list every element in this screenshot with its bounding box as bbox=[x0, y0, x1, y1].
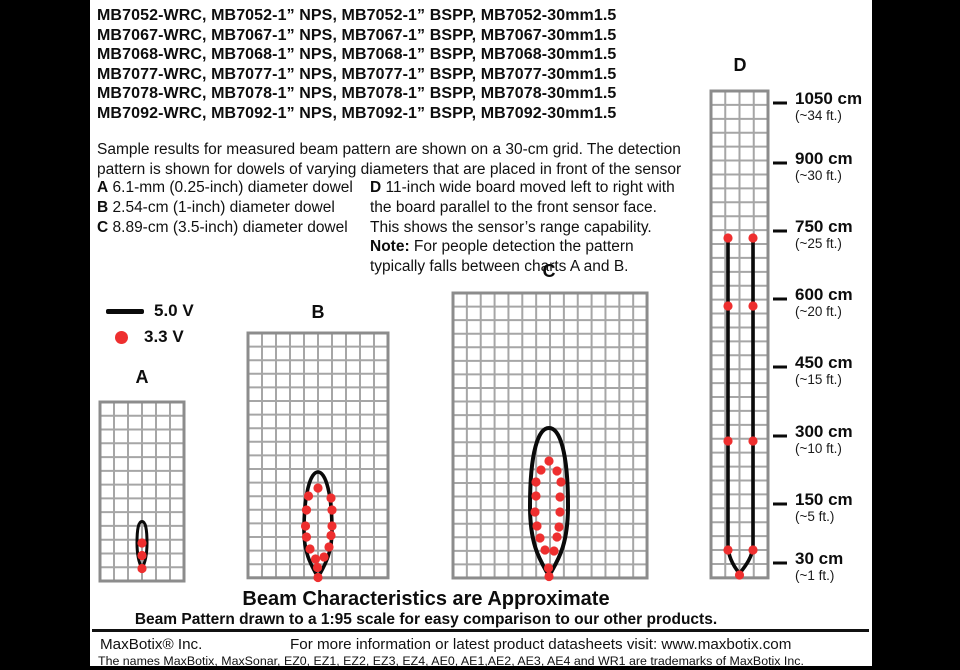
legend-3v3-label: 3.3 V bbox=[144, 327, 184, 346]
product-line: MB7068-WRC, MB7068-1” NPS, MB7068-1” BSP… bbox=[97, 46, 617, 64]
product-line: MB7078-WRC, MB7078-1” NPS, MB7078-1” BSP… bbox=[97, 85, 617, 103]
legend-3v3: 3.3 V bbox=[106, 327, 246, 347]
tick-ft-label: (~5 ft.) bbox=[795, 509, 835, 524]
scale-tick-marks bbox=[773, 101, 787, 565]
chart-label-c: C bbox=[542, 261, 556, 281]
scale-tick-30: 30 cm (~1 ft.) bbox=[795, 550, 885, 584]
scale-tick-300: 300 cm (~10 ft.) bbox=[795, 423, 885, 457]
dowel-list: A 6.1-mm (0.25-inch) diameter dowel B 2.… bbox=[97, 178, 353, 237]
beam-outlines-5v bbox=[135, 234, 755, 580]
product-line: MB7067-WRC, MB7067-1” NPS, MB7067-1” BSP… bbox=[97, 26, 617, 44]
product-line: MB7092-WRC, MB7092-1” NPS, MB7092-1” BSP… bbox=[97, 104, 617, 122]
description-intro: Sample results for measured beam pattern… bbox=[97, 140, 681, 179]
5v-line-swatch bbox=[106, 308, 144, 314]
item-text: 6.1-mm (0.25-inch) diameter dowel bbox=[112, 179, 353, 196]
trademark-text: The names MaxBotix, MaxSonar, EZ0, EZ1, … bbox=[98, 654, 804, 668]
company-name: MaxBotix® Inc. bbox=[100, 636, 203, 653]
more-info-text: For more information or latest product d… bbox=[290, 636, 792, 653]
list-item-d: D 11-inch wide board moved left to right… bbox=[370, 178, 675, 198]
scale-tick-750: 750 cm (~25 ft.) bbox=[795, 218, 885, 252]
item-text: 11-inch wide board moved left to right w… bbox=[385, 179, 675, 196]
board-description: D 11-inch wide board moved left to right… bbox=[370, 178, 675, 277]
product-line: MB7077-WRC, MB7077-1” NPS, MB7077-1” BSP… bbox=[97, 65, 617, 83]
intro-line: Sample results for measured beam pattern… bbox=[97, 141, 681, 158]
chart-label-a: A bbox=[135, 367, 149, 387]
tick-cm-label: 900 cm bbox=[795, 149, 853, 168]
item-d-line: This shows the sensor’s range capability… bbox=[370, 218, 652, 236]
legend-5v: 5.0 V bbox=[106, 301, 246, 321]
tick-ft-label: (~25 ft.) bbox=[795, 236, 842, 251]
item-key: D bbox=[370, 179, 382, 196]
item-text: 8.89-cm (3.5-inch) diameter dowel bbox=[112, 218, 348, 236]
tick-ft-label: (~1 ft.) bbox=[795, 568, 835, 583]
tick-cm-label: 450 cm bbox=[795, 353, 853, 372]
note-key: Note: bbox=[370, 238, 410, 256]
list-item-a: A 6.1-mm (0.25-inch) diameter dowel bbox=[97, 178, 353, 198]
note-line: typically falls between charts A and B. bbox=[370, 258, 629, 276]
scale-tick-600: 600 cm (~20 ft.) bbox=[795, 286, 885, 320]
product-line: MB7052-WRC, MB7052-1” NPS, MB7052-1” BSP… bbox=[97, 7, 617, 24]
tick-cm-label: 30 cm bbox=[795, 549, 844, 568]
tick-ft-label: (~10 ft.) bbox=[795, 441, 842, 456]
scale-tick-900: 900 cm (~30 ft.) bbox=[795, 150, 885, 184]
note-line: Note: For people detection the pattern bbox=[370, 237, 675, 257]
list-item-b: B 2.54-cm (1-inch) diameter dowel bbox=[97, 198, 353, 218]
footer-title: Beam Characteristics are Approximate bbox=[242, 588, 610, 610]
tick-ft-label: (~34 ft.) bbox=[795, 108, 842, 123]
intro-line: pattern is shown for dowels of varying d… bbox=[97, 160, 682, 178]
footer-subtitle: Beam Pattern drawn to a 1:95 scale for e… bbox=[134, 611, 718, 628]
tick-cm-label: 1050 cm bbox=[795, 89, 863, 108]
tick-ft-label: (~15 ft.) bbox=[795, 372, 842, 387]
chart-label-b: B bbox=[311, 302, 325, 322]
chart-label-d: D bbox=[733, 55, 747, 75]
item-d-line: the board parallel to the front sensor f… bbox=[370, 198, 657, 216]
item-key: A bbox=[97, 179, 109, 196]
tick-ft-label: (~30 ft.) bbox=[795, 168, 842, 183]
scale-tick-1050: 1050 cm (~34 ft.) bbox=[795, 90, 885, 124]
item-text: 2.54-cm (1-inch) diameter dowel bbox=[112, 198, 335, 216]
scale-tick-450: 450 cm (~15 ft.) bbox=[795, 354, 885, 388]
tick-cm-label: 300 cm bbox=[795, 422, 853, 441]
tick-cm-label: 600 cm bbox=[795, 285, 853, 304]
item-key: B bbox=[97, 198, 109, 216]
3v3-dot-swatch bbox=[115, 330, 128, 344]
tick-ft-label: (~20 ft.) bbox=[795, 304, 842, 319]
scale-tick-150: 150 cm (~5 ft.) bbox=[795, 491, 885, 525]
legend-5v-label: 5.0 V bbox=[154, 301, 194, 320]
note-text: For people detection the pattern bbox=[413, 238, 634, 256]
list-item-c: C 8.89-cm (3.5-inch) diameter dowel bbox=[97, 218, 353, 238]
product-header: MB7052-WRC, MB7052-1” NPS, MB7052-1” BSP… bbox=[97, 6, 616, 124]
tick-cm-label: 150 cm bbox=[795, 490, 853, 509]
item-key: C bbox=[97, 218, 109, 236]
beam-dots-3v3 bbox=[137, 233, 758, 583]
tick-cm-label: 750 cm bbox=[795, 217, 853, 236]
footer-divider bbox=[92, 629, 869, 632]
